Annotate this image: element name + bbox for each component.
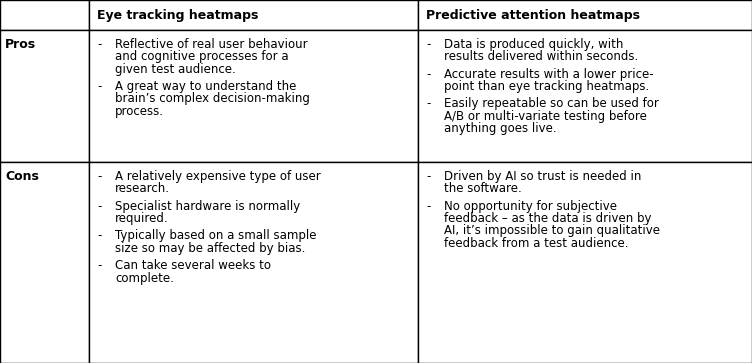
Text: brain’s complex decision-making: brain’s complex decision-making xyxy=(115,93,310,105)
Text: Typically based on a small sample: Typically based on a small sample xyxy=(115,229,317,242)
Text: -: - xyxy=(426,200,430,213)
Text: -: - xyxy=(97,38,102,51)
Text: -: - xyxy=(426,170,430,183)
Text: size so may be affected by bias.: size so may be affected by bias. xyxy=(115,242,305,255)
Text: No opportunity for subjective: No opportunity for subjective xyxy=(444,200,617,213)
Text: Accurate results with a lower price-: Accurate results with a lower price- xyxy=(444,68,653,81)
Bar xyxy=(418,162,752,363)
Text: -: - xyxy=(426,98,430,110)
Bar xyxy=(418,30,752,162)
Text: -: - xyxy=(426,68,430,81)
Bar xyxy=(418,0,752,30)
Text: process.: process. xyxy=(115,105,164,118)
Text: feedback – as the data is driven by: feedback – as the data is driven by xyxy=(444,212,651,225)
Bar xyxy=(0,162,89,363)
Text: complete.: complete. xyxy=(115,272,174,285)
Text: Easily repeatable so can be used for: Easily repeatable so can be used for xyxy=(444,98,659,110)
Text: feedback from a test audience.: feedback from a test audience. xyxy=(444,237,629,250)
Text: Cons: Cons xyxy=(5,170,39,183)
Text: -: - xyxy=(97,80,102,93)
Text: -: - xyxy=(97,170,102,183)
Text: Can take several weeks to: Can take several weeks to xyxy=(115,259,271,272)
Bar xyxy=(89,30,418,162)
Text: research.: research. xyxy=(115,182,170,195)
Bar xyxy=(0,0,89,30)
Text: -: - xyxy=(97,259,102,272)
Text: and cognitive processes for a: and cognitive processes for a xyxy=(115,50,289,63)
Text: -: - xyxy=(426,38,430,51)
Text: Driven by AI so trust is needed in: Driven by AI so trust is needed in xyxy=(444,170,641,183)
Text: Specialist hardware is normally: Specialist hardware is normally xyxy=(115,200,300,213)
Text: results delivered within seconds.: results delivered within seconds. xyxy=(444,50,638,63)
Text: -: - xyxy=(97,200,102,213)
Text: Data is produced quickly, with: Data is produced quickly, with xyxy=(444,38,623,51)
Text: Reflective of real user behaviour: Reflective of real user behaviour xyxy=(115,38,308,51)
Text: A/B or multi-variate testing before: A/B or multi-variate testing before xyxy=(444,110,647,123)
Text: point than eye tracking heatmaps.: point than eye tracking heatmaps. xyxy=(444,80,649,93)
Text: Pros: Pros xyxy=(5,38,36,51)
Bar xyxy=(89,0,418,30)
Bar xyxy=(0,30,89,162)
Text: A relatively expensive type of user: A relatively expensive type of user xyxy=(115,170,321,183)
Text: the software.: the software. xyxy=(444,182,522,195)
Text: Predictive attention heatmaps: Predictive attention heatmaps xyxy=(426,8,640,21)
Text: anything goes live.: anything goes live. xyxy=(444,122,556,135)
Text: given test audience.: given test audience. xyxy=(115,63,235,76)
Text: required.: required. xyxy=(115,212,168,225)
Text: -: - xyxy=(97,229,102,242)
Text: A great way to understand the: A great way to understand the xyxy=(115,80,296,93)
Bar xyxy=(89,162,418,363)
Text: Eye tracking heatmaps: Eye tracking heatmaps xyxy=(97,8,259,21)
Text: AI, it’s impossible to gain qualitative: AI, it’s impossible to gain qualitative xyxy=(444,224,660,237)
